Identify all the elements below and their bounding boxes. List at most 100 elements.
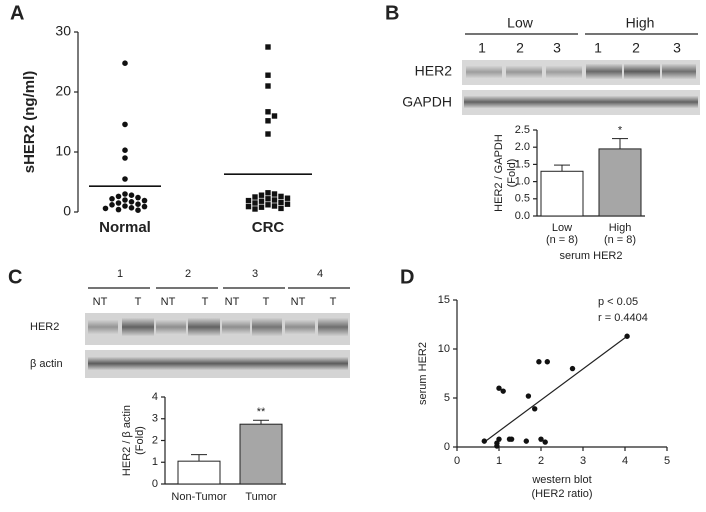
point — [122, 191, 128, 197]
x-tick-label: Tumor — [245, 491, 277, 503]
blot-row: β actin — [30, 358, 63, 370]
x-tick-label: CRC — [252, 219, 285, 236]
x-axis-label: (HER2 ratio) — [531, 488, 592, 500]
blot-group: 1 — [117, 268, 123, 280]
point — [265, 190, 271, 196]
point — [284, 195, 291, 201]
significance: ** — [257, 406, 266, 418]
point — [252, 200, 258, 206]
y-tick-label: 5 — [444, 392, 450, 404]
blot-lane: T — [330, 296, 337, 308]
point — [128, 199, 135, 205]
panel-label: A — [10, 2, 24, 24]
blot-group: High — [626, 15, 655, 31]
point — [245, 203, 252, 210]
point — [278, 205, 284, 212]
blot-lane: 3 — [553, 40, 561, 56]
blot-b — [462, 60, 700, 115]
x-tick-label: 4 — [622, 455, 628, 467]
y-tick-label: 20 — [55, 83, 71, 99]
point — [265, 83, 271, 89]
point — [258, 198, 265, 204]
point — [494, 443, 500, 449]
point — [624, 333, 630, 339]
point — [508, 436, 515, 442]
blot-row: HER2 — [30, 321, 59, 333]
point — [258, 204, 265, 210]
y-axis-label: serum HER2 — [417, 342, 429, 405]
blot-lane: 2 — [632, 40, 640, 56]
x-axis-label: serum HER2 — [560, 250, 623, 262]
x-tick-label: 1 — [496, 455, 502, 467]
y-tick-label: 3 — [152, 413, 158, 425]
point — [122, 147, 128, 153]
point — [122, 203, 128, 209]
blot-row: HER2 — [415, 63, 453, 79]
panel-label: C — [8, 266, 22, 288]
point — [122, 155, 128, 161]
trendline — [483, 335, 628, 443]
blot-lane: 1 — [478, 40, 486, 56]
blot-group: 3 — [252, 268, 258, 280]
blot-row: GAPDH — [402, 94, 452, 110]
y-tick-label: 0.5 — [515, 193, 530, 205]
point — [128, 205, 135, 211]
blot-lane: T — [202, 296, 209, 308]
x-tick-note: (n = 8) — [604, 234, 636, 246]
x-tick-label: High — [609, 222, 632, 234]
x-tick-note: (n = 8) — [546, 234, 578, 246]
y-tick-label: 15 — [438, 294, 450, 306]
point — [271, 197, 278, 203]
y-tick-label: 1.5 — [515, 158, 530, 170]
point — [115, 193, 122, 200]
bar — [540, 170, 584, 217]
blot-lane: T — [135, 296, 142, 308]
significance: * — [618, 125, 623, 137]
point — [122, 197, 128, 203]
point — [265, 109, 271, 115]
point — [532, 406, 538, 412]
point — [245, 197, 252, 204]
y-tick-label: 10 — [438, 343, 450, 355]
x-tick-label: 3 — [580, 455, 586, 467]
point — [523, 438, 529, 444]
y-tick-label: 4 — [152, 391, 158, 403]
blot-lane: NT — [161, 296, 176, 308]
blot-lane: NT — [225, 296, 240, 308]
x-tick-label: Non-Tumor — [171, 491, 227, 503]
point — [258, 192, 265, 198]
annotation: r = 0.4404 — [598, 312, 648, 324]
point — [115, 206, 122, 213]
y-tick-label: 0 — [444, 441, 450, 453]
point — [525, 393, 532, 399]
point — [496, 436, 502, 442]
y-tick-label: 2.5 — [515, 124, 530, 136]
point — [569, 365, 576, 372]
point — [115, 200, 122, 206]
blot-group: Low — [507, 15, 534, 31]
y-tick-label: 0.0 — [515, 210, 530, 222]
blot-lane: 2 — [516, 40, 524, 56]
point — [252, 206, 258, 212]
point — [122, 60, 128, 66]
point — [265, 44, 271, 50]
point — [141, 197, 148, 204]
panel-label: D — [400, 266, 414, 288]
point — [135, 207, 141, 213]
blot-group: 2 — [185, 268, 191, 280]
point — [265, 202, 271, 208]
y-tick-label: 0 — [152, 478, 158, 490]
x-tick-label: Low — [552, 222, 572, 234]
point — [122, 176, 128, 182]
blot-lane: NT — [93, 296, 108, 308]
y-tick-label: 1 — [152, 456, 158, 468]
y-axis-label: (Fold) — [134, 426, 146, 455]
x-tick-label: Normal — [99, 219, 151, 236]
point — [278, 193, 284, 200]
point — [271, 203, 278, 209]
point — [135, 201, 141, 207]
x-tick-label: 5 — [664, 455, 670, 467]
point — [102, 205, 109, 212]
point — [141, 203, 148, 210]
y-tick-label: 1.0 — [515, 176, 530, 188]
